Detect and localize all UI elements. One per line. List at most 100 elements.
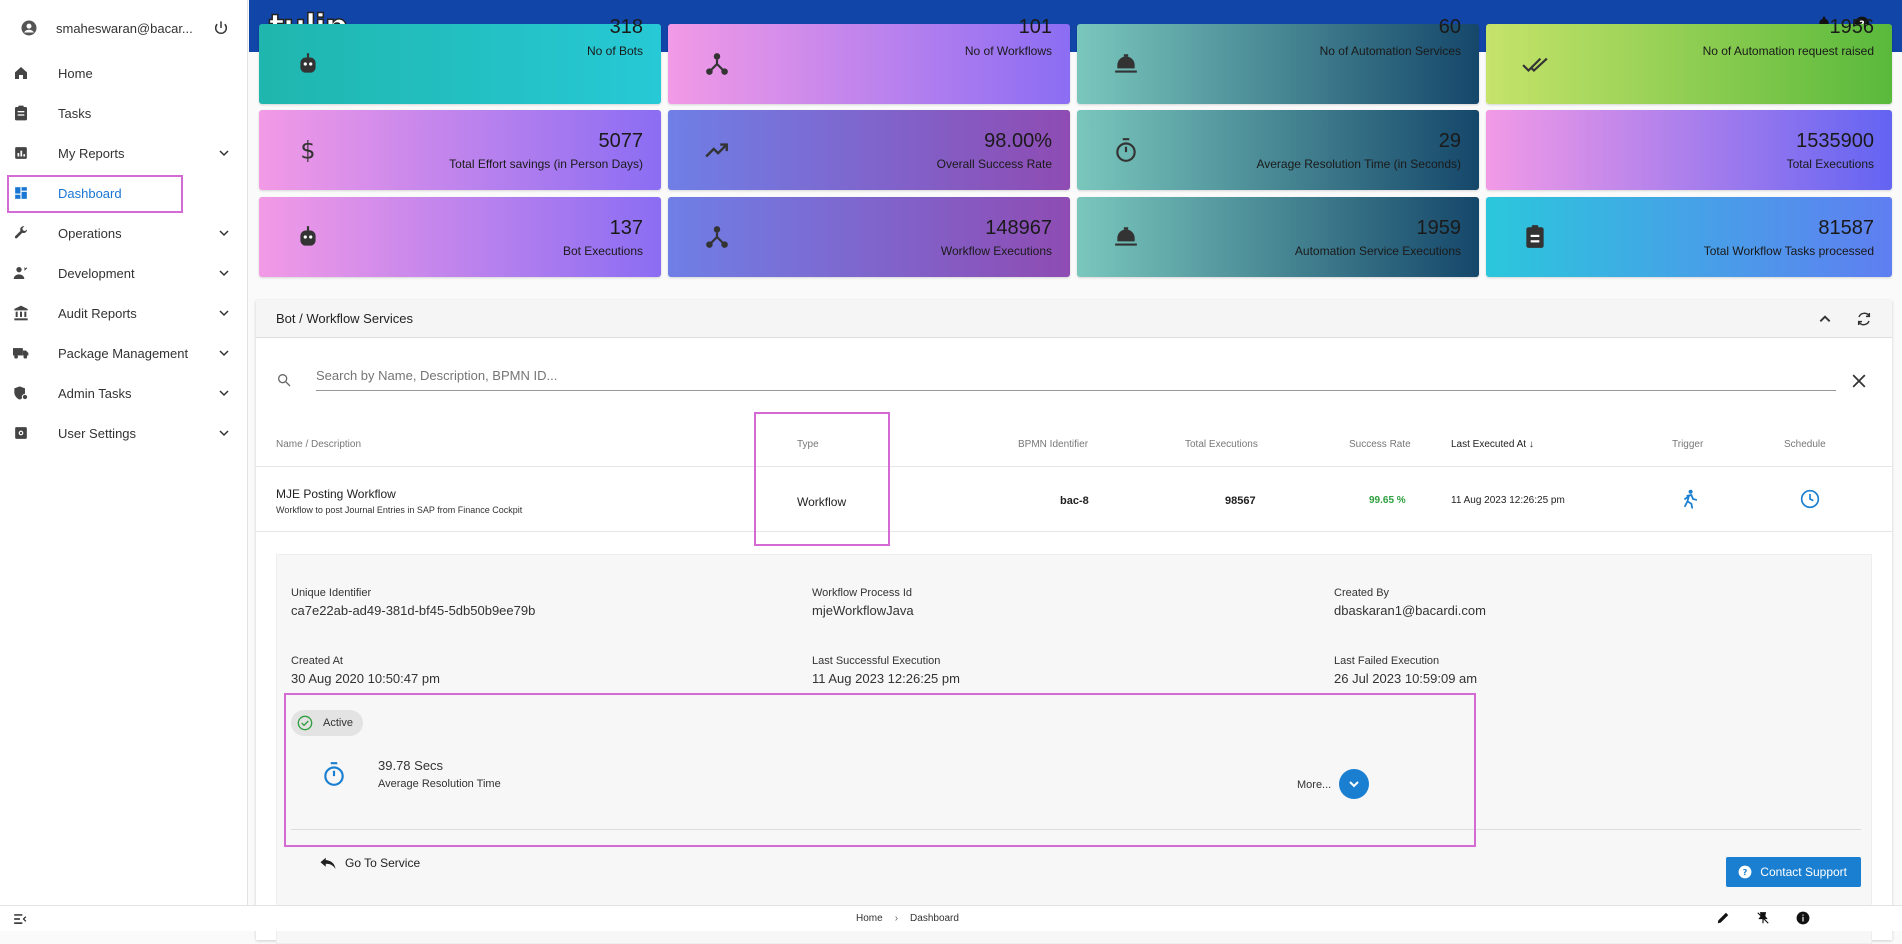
stat-card-total-executions[interactable]: 1535900 Total Executions bbox=[1486, 110, 1892, 190]
run-trigger-icon[interactable] bbox=[1681, 489, 1697, 509]
sidebar-item-label: Tasks bbox=[58, 105, 92, 121]
stat-label: No of Bots bbox=[586, 44, 643, 58]
refresh-icon[interactable] bbox=[1856, 311, 1872, 327]
dollar-icon: $ bbox=[300, 137, 315, 163]
breadcrumb-home[interactable]: Home bbox=[856, 913, 883, 924]
sidebar-item-label: Development bbox=[58, 265, 135, 281]
stat-card-workflows[interactable]: 101 No of Workflows bbox=[668, 16, 1070, 104]
search-underline bbox=[316, 390, 1836, 391]
created-by-label: Created By bbox=[1334, 587, 1390, 599]
wrench-icon bbox=[13, 225, 29, 241]
detail-divider bbox=[291, 829, 1861, 830]
table-row[interactable]: MJE Posting Workflow Workflow to post Jo… bbox=[256, 467, 1892, 531]
report-icon bbox=[13, 145, 29, 161]
header-divider bbox=[256, 466, 1892, 467]
last-success-value: 11 Aug 2023 12:26:25 pm bbox=[812, 671, 960, 686]
sidebar-item-label: User Settings bbox=[58, 425, 137, 441]
power-icon[interactable] bbox=[213, 20, 229, 36]
search-icon bbox=[278, 374, 291, 387]
unique-id-label: Unique Identifier bbox=[291, 587, 372, 599]
sidebar-item-package-management[interactable]: Package Management bbox=[0, 333, 248, 373]
stat-card-bots[interactable]: 318 No of Bots bbox=[259, 16, 661, 104]
column-header-last-executed[interactable]: Last Executed At ↓ bbox=[1451, 439, 1534, 450]
avg-time-label: Average Resolution Time bbox=[378, 778, 501, 790]
sidebar-item-admin-tasks[interactable]: Admin Tasks bbox=[0, 373, 248, 413]
reply-arrow-icon bbox=[320, 857, 336, 869]
trending-up-icon bbox=[705, 143, 728, 158]
stat-card-workflow-tasks[interactable]: 81587 Total Workflow Tasks processed bbox=[1486, 197, 1892, 277]
last-success-label: Last Successful Execution bbox=[812, 655, 941, 667]
sidebar-item-label: Home bbox=[58, 65, 93, 81]
column-header-type[interactable]: Type bbox=[797, 439, 819, 450]
status-badge: Active bbox=[291, 710, 363, 736]
stat-card-bot-executions[interactable]: 137 Bot Executions bbox=[259, 197, 661, 277]
sidebar-item-audit-reports[interactable]: Audit Reports bbox=[0, 293, 248, 333]
breadcrumb: Home › Dashboard bbox=[856, 913, 959, 924]
stat-value: 60 bbox=[1438, 16, 1461, 38]
column-header-success-rate[interactable]: Success Rate bbox=[1349, 439, 1411, 450]
stat-card-automation-service-executions[interactable]: 1959 Automation Service Executions bbox=[1077, 197, 1479, 277]
sidebar-item-label: Operations bbox=[58, 225, 122, 241]
breadcrumb-separator-icon: › bbox=[894, 913, 899, 924]
settings-box-icon bbox=[13, 425, 29, 441]
column-header-name[interactable]: Name / Description bbox=[276, 439, 362, 450]
double-check-icon bbox=[1522, 57, 1548, 73]
stat-card-success-rate[interactable]: 98.00% Overall Success Rate bbox=[668, 110, 1070, 190]
process-id-label: Workflow Process Id bbox=[812, 587, 913, 599]
stat-value: 29 bbox=[1438, 130, 1461, 152]
service-bell-icon bbox=[1115, 227, 1137, 246]
sidebar-item-home[interactable]: Home bbox=[0, 53, 248, 93]
stat-card-resolution-time[interactable]: 29 Average Resolution Time (in Seconds) bbox=[1077, 110, 1479, 190]
search-input[interactable] bbox=[316, 368, 1816, 383]
schedule-clock-icon[interactable] bbox=[1800, 489, 1820, 509]
contact-support-button[interactable]: ? Contact Support bbox=[1726, 857, 1861, 887]
row-detail-panel: Unique Identifier ca7e22ab-ad49-381d-bf4… bbox=[276, 554, 1872, 944]
clipboard-icon bbox=[1526, 225, 1544, 248]
stat-value: 1535900 bbox=[1796, 130, 1874, 152]
search-row bbox=[276, 360, 1876, 400]
sidebar-item-user-settings[interactable]: User Settings bbox=[0, 413, 248, 453]
svg-text:?: ? bbox=[1743, 867, 1748, 877]
status-text: Active bbox=[323, 717, 353, 729]
column-header-schedule: Schedule bbox=[1784, 439, 1826, 450]
stat-card-automation-requests[interactable]: 1956 No of Automation request raised bbox=[1486, 16, 1892, 104]
sidebar-item-tasks[interactable]: Tasks bbox=[0, 93, 248, 133]
last-failed-label: Last Failed Execution bbox=[1334, 655, 1440, 667]
avg-time-value: 39.78 Secs bbox=[378, 758, 444, 773]
go-to-service-link[interactable]: Go To Service bbox=[319, 856, 420, 870]
chevron-down-icon bbox=[219, 230, 229, 237]
stat-card-effort-savings[interactable]: $ 5077 Total Effort savings (in Person D… bbox=[259, 110, 661, 190]
stat-card-workflow-executions[interactable]: 148967 Workflow Executions bbox=[668, 197, 1070, 277]
column-header-total-executions[interactable]: Total Executions bbox=[1185, 439, 1258, 450]
timer-icon bbox=[1116, 138, 1136, 162]
edit-pencil-icon[interactable] bbox=[1716, 911, 1730, 925]
admin-shield-icon bbox=[13, 385, 29, 401]
bank-icon bbox=[13, 305, 29, 321]
info-icon[interactable] bbox=[1796, 911, 1810, 925]
collapse-menu-icon[interactable] bbox=[13, 913, 27, 925]
pin-off-icon[interactable] bbox=[1756, 911, 1770, 925]
stat-label: Total Effort savings (in Person Days) bbox=[449, 157, 643, 171]
more-label[interactable]: More... bbox=[1297, 779, 1332, 791]
close-icon[interactable] bbox=[1852, 374, 1866, 388]
column-header-bpmn[interactable]: BPMN Identifier bbox=[1018, 439, 1089, 450]
robot-icon bbox=[300, 226, 316, 246]
chevron-up-icon[interactable] bbox=[1818, 312, 1832, 326]
clipboard-icon bbox=[13, 105, 29, 121]
stat-value: 98.00% bbox=[984, 130, 1052, 152]
sidebar-item-operations[interactable]: Operations bbox=[0, 213, 248, 253]
sidebar-item-label: Admin Tasks bbox=[58, 385, 132, 401]
stat-card-automation-services[interactable]: 60 No of Automation Services bbox=[1077, 16, 1479, 104]
sidebar-item-development[interactable]: Development bbox=[0, 253, 248, 293]
row-last-executed: 11 Aug 2023 12:26:25 pm bbox=[1451, 495, 1565, 506]
sidebar-item-dashboard[interactable]: Dashboard bbox=[0, 173, 248, 213]
sidebar-item-my-reports[interactable]: My Reports bbox=[0, 133, 248, 173]
sidebar-item-label: Audit Reports bbox=[58, 305, 137, 321]
row-success-rate: 99.65 % bbox=[1369, 495, 1406, 506]
unique-id-value: ca7e22ab-ad49-381d-bf45-5db50b9ee79b bbox=[291, 603, 536, 618]
row-name: MJE Posting Workflow bbox=[276, 487, 396, 501]
developer-icon bbox=[13, 265, 29, 281]
chevron-down-icon bbox=[219, 270, 229, 277]
more-expand-button[interactable] bbox=[1339, 769, 1369, 799]
stat-value: 101 bbox=[1018, 16, 1052, 38]
